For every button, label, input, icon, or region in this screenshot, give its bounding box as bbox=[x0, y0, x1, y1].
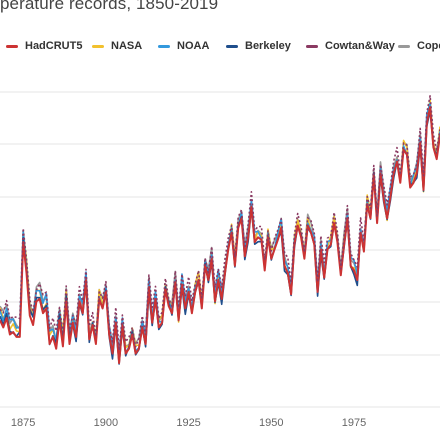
chart-title: perature records, 1850-2019 bbox=[0, 0, 219, 13]
x-tick-label-1950: 1950 bbox=[259, 417, 283, 429]
series-line-berkeley bbox=[0, 110, 440, 365]
legend-swatch-noaa bbox=[158, 44, 170, 48]
legend-label-hadcrut5: HadCRUT5 bbox=[25, 40, 83, 52]
legend-item-berkeley[interactable]: Berkeley bbox=[226, 40, 291, 52]
legend-item-nasa[interactable]: NASA bbox=[92, 40, 142, 52]
grid-lines bbox=[0, 91, 440, 408]
legend-item-cope[interactable]: Cope bbox=[398, 40, 440, 52]
legend-item-noaa[interactable]: NOAA bbox=[158, 40, 209, 52]
legend-label-nasa: NASA bbox=[111, 40, 143, 52]
x-tick-label-1875: 1875 bbox=[11, 417, 35, 429]
legend-label-cope: Cope bbox=[417, 40, 440, 52]
x-axis: 1875 1900 1925 1950 1975 bbox=[11, 417, 366, 429]
legend-item-cowtan-way[interactable]: Cowtan&Way bbox=[306, 40, 395, 52]
x-tick-label-1925: 1925 bbox=[176, 417, 200, 429]
series-line-cowtan-way bbox=[0, 95, 440, 352]
x-tick-label-1900: 1900 bbox=[94, 417, 118, 429]
series-lines bbox=[0, 95, 440, 365]
legend-item-hadcrut5[interactable]: HadCRUT5 bbox=[6, 40, 82, 52]
legend-label-cowtan-way: Cowtan&Way bbox=[325, 40, 395, 52]
legend-swatch-hadcrut5 bbox=[6, 44, 18, 48]
series-line-cope bbox=[0, 99, 440, 361]
legend-label-berkeley: Berkeley bbox=[245, 40, 291, 52]
legend-swatch-cope bbox=[398, 44, 410, 48]
series-line-hadcrut5 bbox=[0, 106, 440, 364]
legend-swatch-cowtan-way bbox=[306, 44, 318, 48]
legend-label-noaa: NOAA bbox=[177, 40, 210, 52]
legend-swatch-berkeley bbox=[226, 44, 238, 48]
x-tick-label-1975: 1975 bbox=[342, 417, 366, 429]
series-line-nasa bbox=[0, 99, 440, 364]
legend-swatch-nasa bbox=[92, 44, 104, 48]
